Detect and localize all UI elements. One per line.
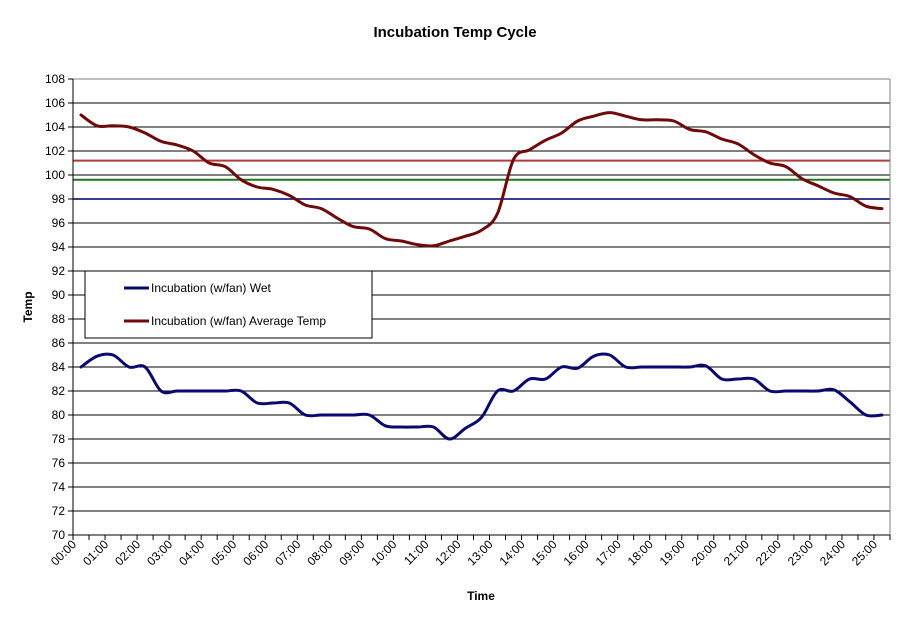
y-tick-label: 74 xyxy=(52,480,66,494)
x-tick-label: 13:00 xyxy=(465,537,496,568)
y-tick-label: 98 xyxy=(52,192,66,206)
x-tick-label: 11:00 xyxy=(401,537,432,568)
x-tick-label: 01:00 xyxy=(80,537,111,568)
x-tick-label: 17:00 xyxy=(593,537,624,568)
y-axis-ticks: 70 72 74 76 78 80 82 84 86 88 90 92 94 96 98 100 102 104 1… xyxy=(45,72,73,542)
y-tick-label: 96 xyxy=(52,216,66,230)
x-tick-label: 03:00 xyxy=(144,537,175,568)
y-tick-label: 104 xyxy=(45,120,65,134)
plot-frame xyxy=(73,78,891,535)
x-axis-ticks: 00:00 01:00 02:00 03:00 04:00 05:00 06:00 07:00… xyxy=(48,535,891,568)
x-axis-title: Time xyxy=(467,589,495,603)
y-tick-label: 94 xyxy=(52,240,66,254)
legend-label-average-temp: Incubation (w/fan) Average Temp xyxy=(151,314,326,328)
x-tick-label: 15:00 xyxy=(529,537,560,568)
x-tick-label: 25:00 xyxy=(849,537,880,568)
x-tick-label: 02:00 xyxy=(112,537,143,568)
y-tick-label: 80 xyxy=(52,408,66,422)
x-tick-label: 18:00 xyxy=(625,537,656,568)
y-tick-label: 70 xyxy=(52,528,66,542)
y-tick-label: 108 xyxy=(45,72,65,86)
x-tick-label: 06:00 xyxy=(240,537,271,568)
x-tick-label: 12:00 xyxy=(432,537,463,568)
series-lines xyxy=(79,111,884,441)
series-points-wet xyxy=(80,354,883,440)
y-tick-label: 92 xyxy=(52,264,66,278)
legend: Incubation (w/fan) Wet Incubation (w/fan… xyxy=(84,270,373,339)
x-tick-label: 23:00 xyxy=(785,537,816,568)
x-tick-label: 20:00 xyxy=(689,537,720,568)
x-tick-label: 09:00 xyxy=(336,537,367,568)
x-tick-label: 24:00 xyxy=(817,537,848,568)
y-tick-label: 88 xyxy=(52,312,66,326)
x-tick-label: 16:00 xyxy=(561,537,592,568)
series-points-average-temp xyxy=(80,112,883,246)
x-tick-label: 22:00 xyxy=(753,537,784,568)
y-tick-label: 82 xyxy=(52,384,66,398)
y-tick-label: 90 xyxy=(52,288,66,302)
x-tick-label: 10:00 xyxy=(368,537,399,568)
x-tick-label: 14:00 xyxy=(497,537,528,568)
chart-title: Incubation Temp Cycle xyxy=(373,24,536,41)
y-tick-label: 76 xyxy=(52,456,66,470)
y-tick-label: 84 xyxy=(52,360,66,374)
x-tick-label: 07:00 xyxy=(272,537,303,568)
x-tick-label: 08:00 xyxy=(304,537,335,568)
y-tick-label: 72 xyxy=(52,504,66,518)
y-tick-label: 106 xyxy=(45,96,65,110)
y-tick-label: 100 xyxy=(45,168,65,182)
y-axis-title: Temp xyxy=(21,291,35,322)
x-tick-label: 19:00 xyxy=(657,537,688,568)
y-tick-label: 78 xyxy=(52,432,66,446)
y-tick-label: 102 xyxy=(45,144,65,158)
x-tick-label: 21:00 xyxy=(721,537,752,568)
legend-label-wet: Incubation (w/fan) Wet xyxy=(151,281,272,295)
x-tick-label: 04:00 xyxy=(176,537,207,568)
y-tick-label: 86 xyxy=(52,336,66,350)
x-tick-label: 05:00 xyxy=(208,537,239,568)
legend-box xyxy=(84,270,373,339)
reference-lines xyxy=(73,159,890,200)
